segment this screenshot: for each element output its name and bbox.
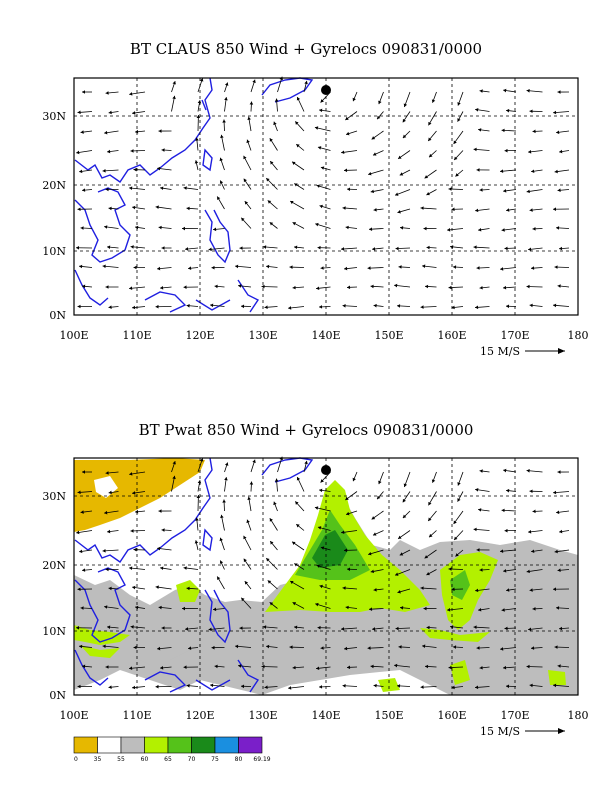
svg-text:150E: 150E	[374, 709, 403, 722]
svg-text:10N: 10N	[42, 625, 66, 638]
svg-text:30N: 30N	[42, 110, 66, 123]
colorbar-swatch	[144, 736, 169, 754]
colorbar-label: 69.19	[253, 756, 270, 763]
svg-text:120E: 120E	[185, 329, 214, 342]
svg-text:130E: 130E	[248, 329, 277, 342]
colorbar-label: 75	[211, 756, 219, 763]
top-y-axis-labels: 0N 10N 20N 30N	[42, 110, 66, 322]
svg-text:100E: 100E	[59, 709, 88, 722]
colorbar-label: 65	[164, 756, 172, 763]
colorbar-label: 55	[117, 756, 125, 763]
bottom-panel-title: BT Pwat 850 Wind + Gyrelocs 090831/0000	[138, 421, 474, 439]
svg-text:180: 180	[568, 709, 589, 722]
colorbar-swatch	[73, 736, 98, 754]
bottom-scale-vector: 15 M/S	[480, 725, 565, 738]
svg-text:20N: 20N	[42, 559, 66, 572]
colorbar-label: 35	[94, 756, 102, 763]
svg-text:30N: 30N	[42, 490, 66, 503]
svg-text:10N: 10N	[42, 245, 66, 258]
bottom-land-outline	[74, 457, 314, 693]
top-grid	[74, 78, 578, 315]
pwat-region-dry	[74, 458, 205, 532]
svg-text:140E: 140E	[311, 709, 340, 722]
svg-text:110E: 110E	[122, 709, 151, 722]
svg-text:100E: 100E	[59, 329, 88, 342]
svg-text:15 M/S: 15 M/S	[480, 725, 520, 738]
svg-text:140E: 140E	[311, 329, 340, 342]
colorbar-swatch	[97, 736, 122, 754]
bottom-pwat-map: 100E 110E 120E 130E 140E 150E 160E 170E …	[42, 456, 589, 763]
top-land-outline	[74, 77, 314, 313]
colorbar-swatch	[120, 736, 145, 754]
bottom-grid	[74, 458, 578, 695]
svg-text:0N: 0N	[49, 689, 66, 702]
bottom-x-axis-labels: 100E 110E 120E 130E 140E 150E 160E 170E …	[59, 709, 588, 722]
svg-text:160E: 160E	[437, 709, 466, 722]
svg-text:150E: 150E	[374, 329, 403, 342]
colorbar-label: 70	[188, 756, 196, 763]
svg-text:180: 180	[568, 329, 589, 342]
colorbar-label: 0	[74, 756, 78, 763]
svg-text:20N: 20N	[42, 179, 66, 192]
top-map-frame	[73, 77, 579, 316]
top-wind-map: 100E 110E 120E 130E 140E 150E 160E 170E …	[42, 76, 589, 358]
svg-text:15 M/S: 15 M/S	[480, 345, 520, 358]
colorbar-swatch	[214, 736, 239, 754]
svg-text:160E: 160E	[437, 329, 466, 342]
colorbar-swatch	[238, 736, 263, 754]
pwat-colorbar: 0 35 55 60 65 70 75 80 69.19	[73, 736, 271, 763]
svg-text:0N: 0N	[49, 309, 66, 322]
colorbar-label: 60	[141, 756, 149, 763]
svg-text:110E: 110E	[122, 329, 151, 342]
bottom-wind-vectors	[75, 456, 570, 690]
top-panel-title: BT CLAUS 850 Wind + Gyrelocs 090831/0000	[129, 40, 483, 58]
svg-text:170E: 170E	[500, 329, 529, 342]
pwat-shading	[74, 458, 578, 695]
top-scale-vector: 15 M/S	[480, 345, 565, 358]
colorbar-label: 80	[235, 756, 243, 763]
top-gyre-marker	[321, 85, 331, 95]
bottom-y-axis-labels: 0N 10N 20N 30N	[42, 490, 66, 702]
colorbar-swatch	[191, 736, 216, 754]
bottom-gyre-marker	[321, 465, 331, 475]
bottom-map-frame	[73, 457, 579, 696]
top-x-axis-labels: 100E 110E 120E 130E 140E 150E 160E 170E …	[59, 329, 588, 342]
svg-text:170E: 170E	[500, 709, 529, 722]
top-wind-vectors	[75, 76, 570, 310]
svg-text:120E: 120E	[185, 709, 214, 722]
colorbar-swatch	[167, 736, 192, 754]
svg-text:130E: 130E	[248, 709, 277, 722]
